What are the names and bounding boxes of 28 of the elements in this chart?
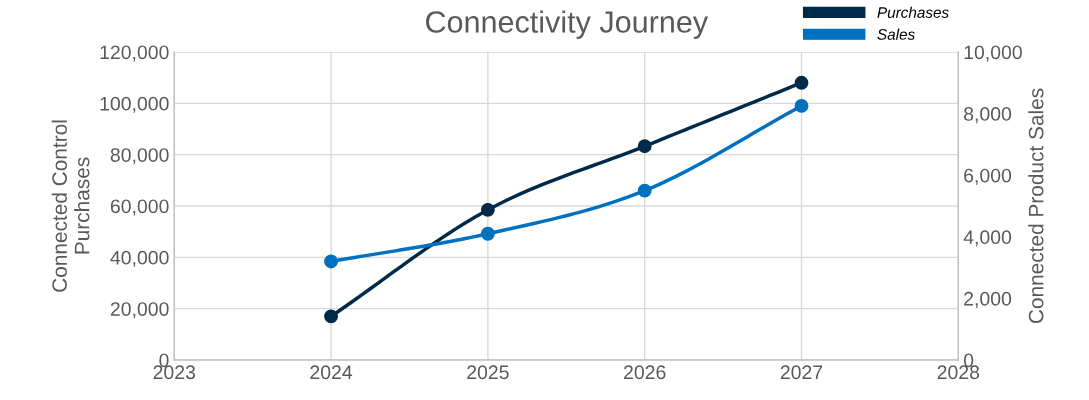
- legend-label: Sales: [877, 28, 915, 40]
- point: [324, 254, 339, 269]
- point: [637, 183, 652, 198]
- y2-tick-label: 6,000: [964, 168, 1012, 185]
- y-tick-label: 80,000: [110, 148, 169, 165]
- y2-tick-label: 2,000: [964, 291, 1012, 308]
- chart-title: Connectivity Journey: [426, 10, 709, 39]
- x-tick-label: 2027: [780, 365, 823, 380]
- y2-tick-label: 4,000: [963, 230, 1012, 247]
- point: [794, 75, 809, 90]
- legend-label: Purchases: [877, 6, 949, 18]
- y2-tick-label: 10,000: [964, 45, 1022, 62]
- y-tick-label: 20,000: [110, 302, 169, 319]
- y-tick-label: 60,000: [110, 199, 169, 216]
- y2-tick-label: 8,000: [964, 107, 1012, 124]
- point: [324, 309, 339, 324]
- y-tick-label: 120,000: [100, 45, 169, 62]
- x-tick-label: 2024: [310, 365, 353, 380]
- y-tick-label: 40,000: [110, 250, 169, 267]
- point: [480, 202, 495, 217]
- y-axis-title: Connected Control Purchases: [51, 120, 90, 292]
- y-tick-label: 100,000: [100, 96, 169, 113]
- x-tick-label: 2025: [467, 365, 509, 380]
- y2-axis-title: Connected Product Sales: [1028, 88, 1044, 324]
- point: [480, 226, 495, 241]
- x-tick-label: 2026: [624, 365, 666, 380]
- point: [794, 98, 809, 113]
- point: [637, 139, 652, 154]
